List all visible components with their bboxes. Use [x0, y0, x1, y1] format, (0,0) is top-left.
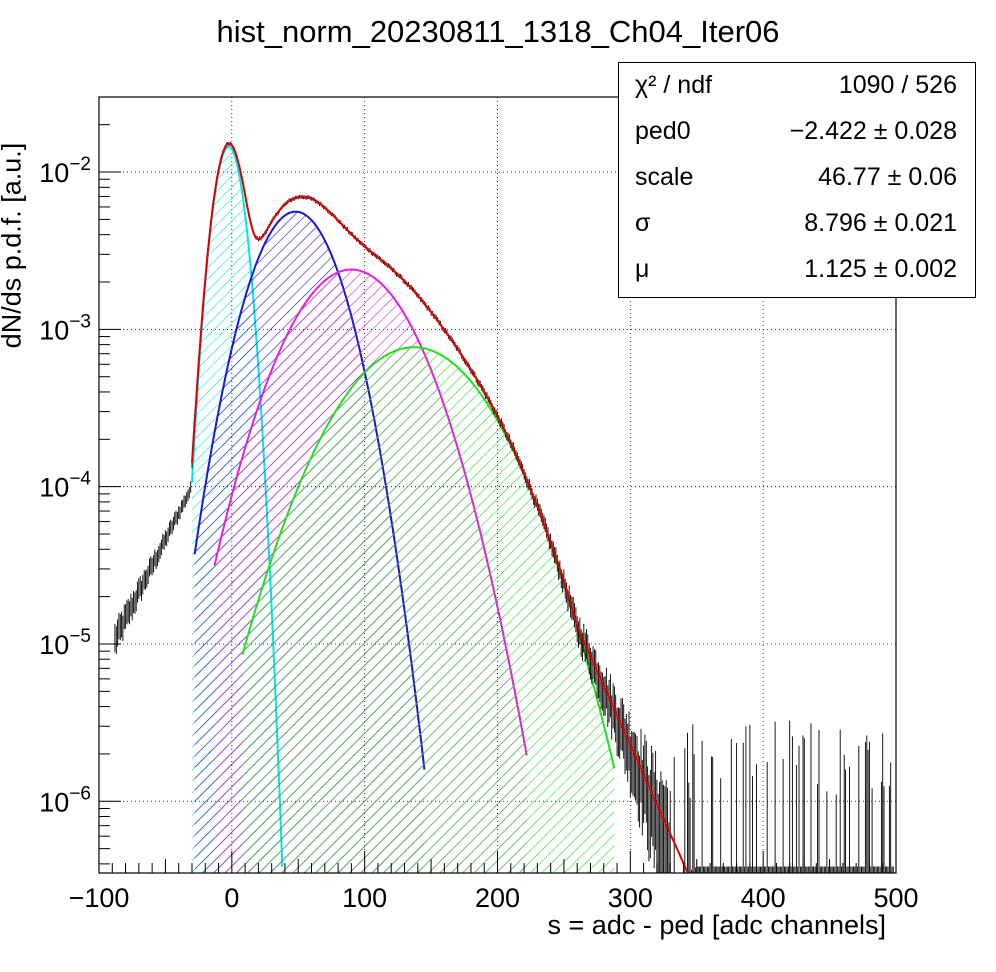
stat-row-mu: μ 1.125 ± 0.002	[635, 255, 957, 295]
y-tick-label: 10−3	[39, 311, 91, 345]
stat-name: ped0	[635, 117, 691, 145]
stat-name: μ	[635, 255, 650, 283]
y-tick-label: 10−6	[39, 783, 91, 817]
y-tick-label: 10−2	[39, 154, 91, 188]
x-tick-label: 100	[342, 883, 387, 913]
fit-stats-box: χ² / ndf 1090 / 526 ped0 −2.422 ± 0.028 …	[618, 62, 976, 298]
chart-title: hist_norm_20230811_1318_Ch04_Iter06	[216, 14, 780, 49]
stat-value: −2.422 ± 0.028	[789, 117, 957, 145]
x-tick-label: −100	[69, 883, 130, 913]
stat-name: σ	[635, 209, 651, 237]
stat-name: scale	[635, 163, 694, 191]
stat-value: 1.125 ± 0.002	[804, 255, 957, 283]
x-tick-label: 300	[608, 883, 653, 913]
y-tick-label: 10−5	[39, 626, 91, 660]
y-axis: 10−6 10−5 10−4 10−3 10−2	[39, 96, 121, 865]
stat-row-sigma: σ 8.796 ± 0.021	[635, 209, 957, 249]
x-tick-label: 200	[475, 883, 520, 913]
total-fit-curve	[191, 142, 689, 873]
stat-value: 46.77 ± 0.06	[818, 163, 957, 191]
x-tick-label: 0	[224, 883, 239, 913]
y-tick-label: 10−4	[39, 469, 91, 503]
stat-name: χ² / ndf	[635, 71, 713, 99]
stat-row-ped0: ped0 −2.422 ± 0.028	[635, 117, 957, 157]
x-axis-label: s = adc - ped [adc channels]	[547, 910, 886, 940]
y-axis-label: dN/ds p.d.f. [a.u.]	[0, 142, 27, 349]
x-tick-label: 500	[873, 883, 918, 913]
x-axis: −100 0 100 200 300 400 500	[69, 851, 919, 913]
x-tick-label: 400	[741, 883, 786, 913]
stat-value: 8.796 ± 0.021	[804, 209, 957, 237]
stat-row-chi2: χ² / ndf 1090 / 526	[635, 71, 957, 111]
component-area-4	[242, 347, 615, 873]
plot-area	[114, 141, 894, 873]
stat-value: 1090 / 526	[838, 71, 957, 99]
stat-row-scale: scale 46.77 ± 0.06	[635, 163, 957, 203]
